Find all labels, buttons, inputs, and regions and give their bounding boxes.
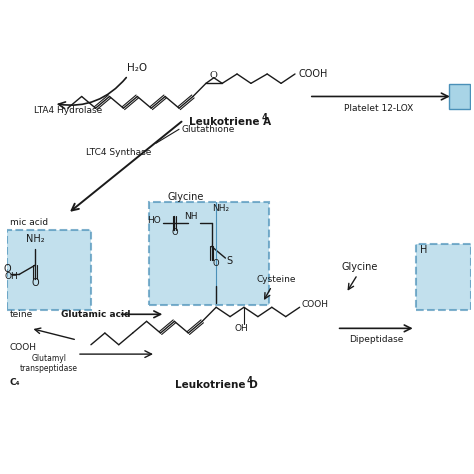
Text: COOH: COOH [10,343,37,352]
Text: NH₂: NH₂ [212,204,229,213]
Text: O: O [3,264,11,274]
Text: NH: NH [184,212,197,221]
Text: HO: HO [146,216,160,225]
Text: Platelet 12-LOX: Platelet 12-LOX [344,104,413,113]
Text: S: S [226,256,232,266]
FancyBboxPatch shape [8,230,91,310]
Text: teine: teine [10,310,33,319]
Text: 4: 4 [262,113,268,122]
FancyBboxPatch shape [149,202,270,305]
Text: mic acid: mic acid [10,219,48,228]
Text: Glutathione: Glutathione [182,125,235,134]
Text: Glutamic acid: Glutamic acid [61,310,130,319]
Text: NH₂: NH₂ [26,234,45,244]
Text: Glutamyl
transpeptidase: Glutamyl transpeptidase [20,354,78,373]
Text: O: O [210,71,218,80]
Text: 4: 4 [246,375,253,384]
Text: O: O [212,259,219,268]
Text: Dipeptidase: Dipeptidase [349,335,403,344]
Text: Leukotriene A: Leukotriene A [189,117,271,127]
Text: O: O [171,228,178,237]
Text: OH: OH [235,324,248,333]
Text: COOH: COOH [299,69,328,79]
Text: LTA4 Hydrolase: LTA4 Hydrolase [34,106,102,115]
Text: Glycine: Glycine [168,192,204,202]
Text: COOH: COOH [302,301,329,310]
Text: H₂O: H₂O [127,64,147,73]
Text: Glycine: Glycine [342,263,378,273]
Text: Leukotriene D: Leukotriene D [175,380,257,390]
Text: LTC4 Synthase: LTC4 Synthase [86,148,152,157]
FancyBboxPatch shape [449,84,470,109]
Text: OH: OH [4,272,18,281]
Text: H: H [420,246,428,255]
Text: Cysteine: Cysteine [257,274,296,283]
Text: O: O [31,278,39,288]
Text: C₄: C₄ [10,378,20,387]
FancyBboxPatch shape [416,244,471,310]
